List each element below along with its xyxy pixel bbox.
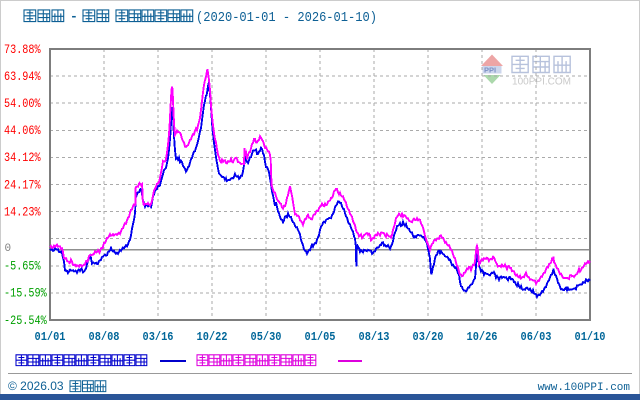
svg-text:44.06%: 44.06% xyxy=(4,124,41,138)
svg-text:-25.54%: -25.54% xyxy=(4,314,47,328)
svg-text:34.12%: 34.12% xyxy=(4,151,41,165)
svg-text:08/08: 08/08 xyxy=(89,330,120,344)
svg-text:-5.65%: -5.65% xyxy=(4,260,41,274)
svg-text:63.94%: 63.94% xyxy=(4,70,41,84)
svg-text:08/13: 08/13 xyxy=(359,330,390,344)
svg-text:05/30: 05/30 xyxy=(251,330,282,344)
svg-text:03/20: 03/20 xyxy=(413,330,444,344)
svg-text:(2020-01-01 - 2026-01-10): (2020-01-01 - 2026-01-10) xyxy=(196,10,377,26)
svg-text:-15.59%: -15.59% xyxy=(4,287,47,301)
svg-text:03/16: 03/16 xyxy=(143,330,174,344)
svg-text:01/01: 01/01 xyxy=(35,330,66,344)
svg-text:www.100PPI.com: www.100PPI.com xyxy=(538,382,631,394)
svg-text:54.00%: 54.00% xyxy=(4,97,41,111)
svg-text:24.17%: 24.17% xyxy=(4,178,41,192)
svg-text:01/10: 01/10 xyxy=(575,330,606,344)
svg-text:-: - xyxy=(70,9,78,24)
svg-text:73.88%: 73.88% xyxy=(4,43,41,57)
svg-text:10/26: 10/26 xyxy=(467,330,498,344)
svg-text:10/22: 10/22 xyxy=(197,330,228,344)
svg-text:14.23%: 14.23% xyxy=(4,205,41,219)
svg-text:© 2026.03: © 2026.03 xyxy=(8,379,64,393)
svg-text:100PPI.COM: 100PPI.COM xyxy=(512,77,571,88)
svg-text:0: 0 xyxy=(5,243,12,255)
svg-text:06/03: 06/03 xyxy=(521,330,552,344)
svg-text:PPI: PPI xyxy=(484,66,496,75)
svg-text:01/05: 01/05 xyxy=(305,330,336,344)
